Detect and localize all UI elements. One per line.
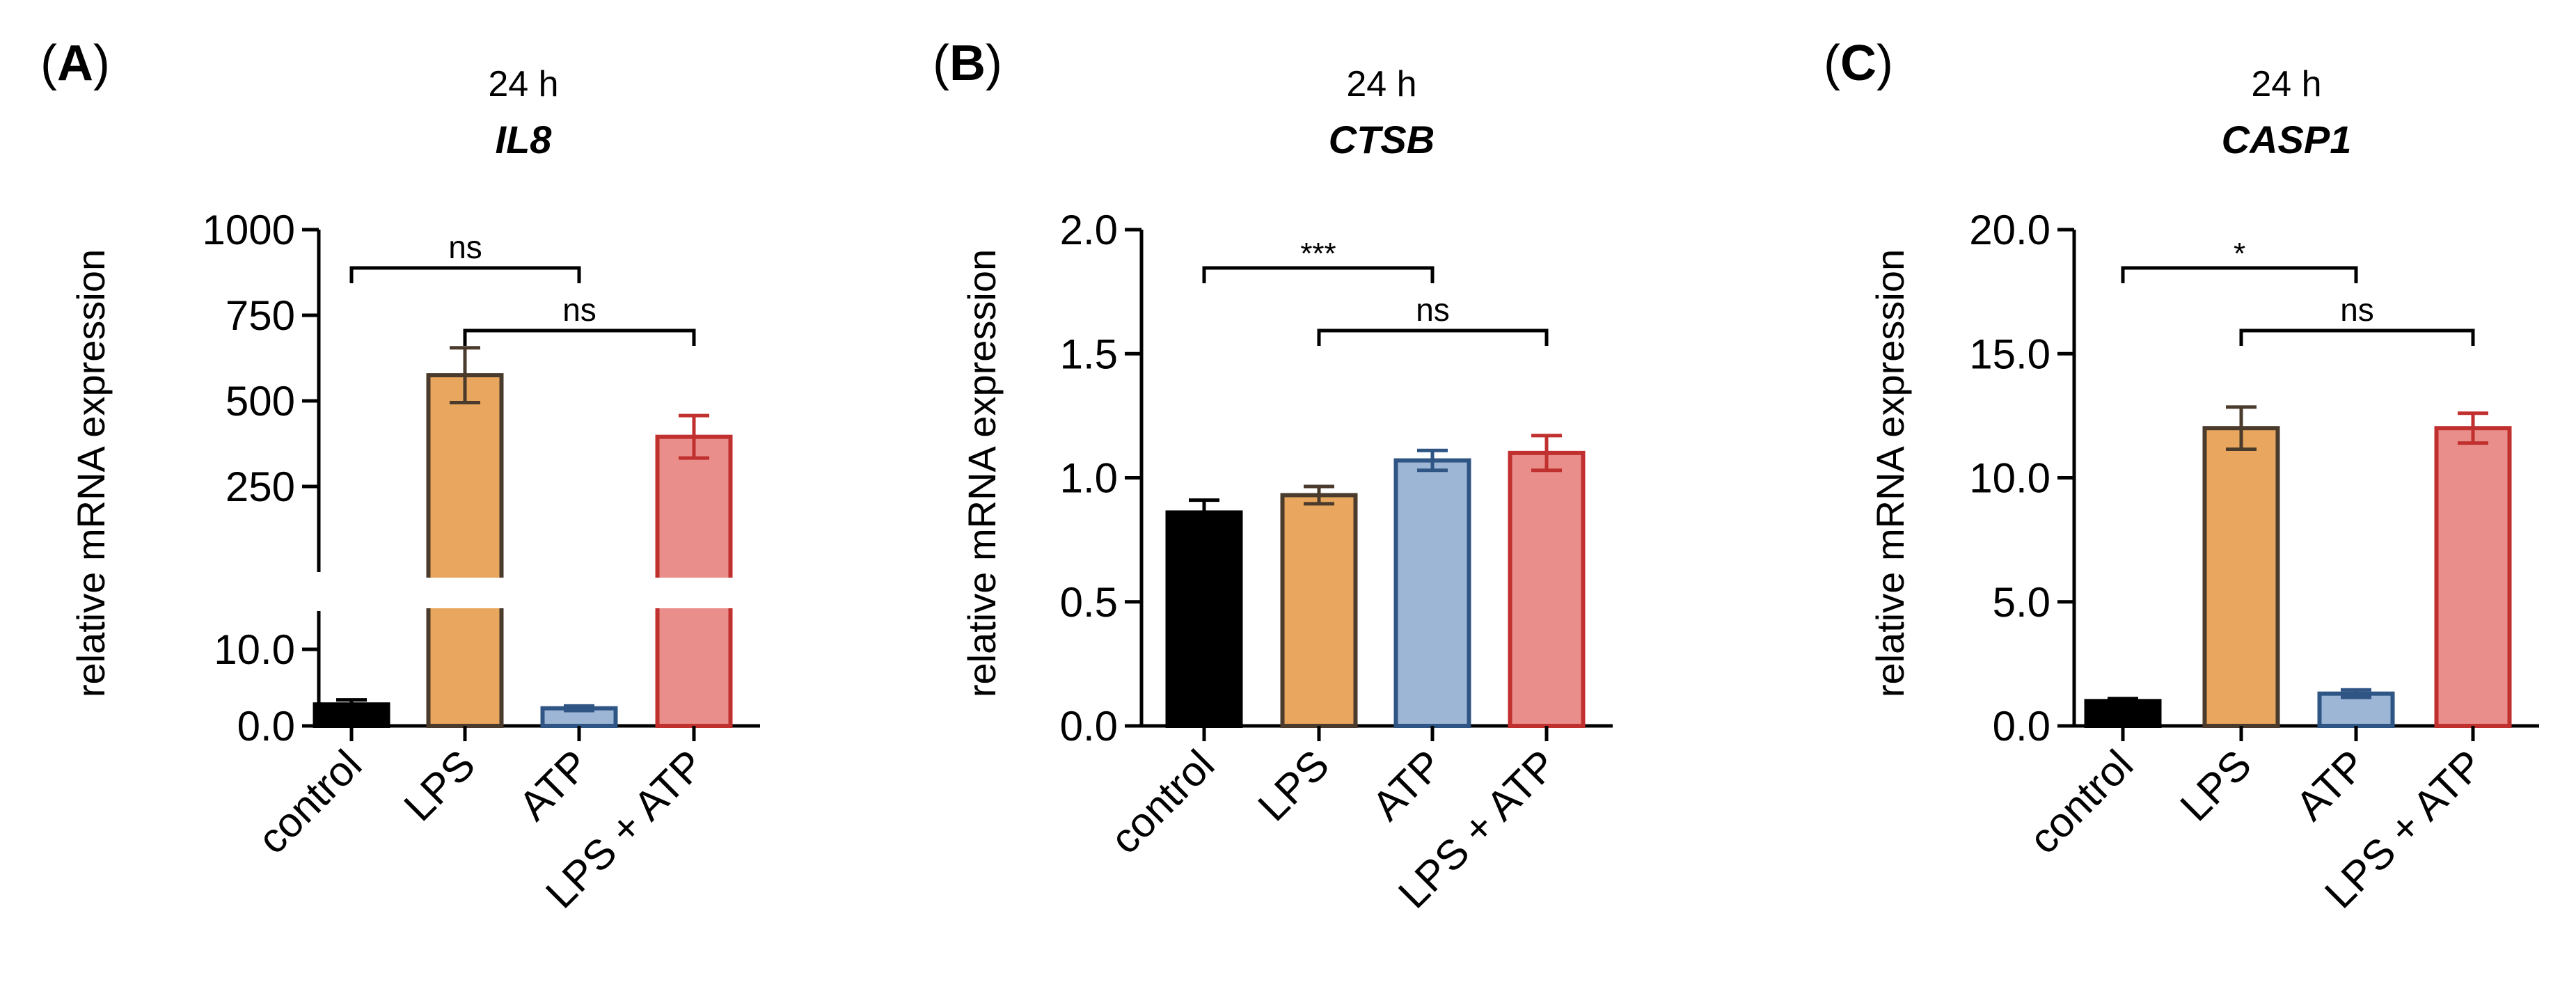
x-tick-label: ATP bbox=[509, 741, 598, 830]
y-tick-label: 1.0 bbox=[1060, 455, 1118, 502]
timepoint-label: 24 h bbox=[1346, 64, 1416, 104]
panel-a: (A) 24 h IL8 relative mRNA expression 0.0 10.… bbox=[40, 35, 774, 917]
panel-letter-open: ( bbox=[40, 35, 57, 91]
panel-letter: (C) bbox=[1824, 35, 1893, 91]
y-tick-label: 1.5 bbox=[1060, 331, 1118, 377]
significance-label: ns bbox=[562, 292, 596, 328]
panel-letter-value: A bbox=[57, 35, 93, 91]
chart-title: CTSB bbox=[1329, 118, 1435, 161]
panel-letter-value: C bbox=[1840, 35, 1876, 91]
panel-letter-close: ) bbox=[1876, 35, 1893, 91]
x-tick-label: control bbox=[248, 741, 370, 863]
significance-bracket bbox=[463, 328, 696, 346]
chart-title: CASP1 bbox=[2222, 118, 2352, 161]
chart-title: IL8 bbox=[496, 118, 553, 161]
bar-lps-atp bbox=[2434, 426, 2512, 728]
y-tick-label: 250 bbox=[226, 464, 295, 510]
bar-lps bbox=[426, 373, 504, 728]
bar-lps bbox=[1280, 493, 1358, 729]
y-axis-label: relative mRNA expression bbox=[69, 249, 113, 697]
panel-letter-open: ( bbox=[1824, 35, 1840, 91]
significance-bracket bbox=[2121, 266, 2358, 283]
bar-lps-atp bbox=[1508, 450, 1586, 728]
significance-label: *** bbox=[1300, 237, 1336, 271]
bar-lps bbox=[2202, 426, 2280, 728]
significance-bracket bbox=[2239, 328, 2475, 346]
significance-label: ns bbox=[2340, 292, 2374, 328]
x-tick-label: LPS bbox=[2172, 741, 2261, 830]
y-axis-label: relative mRNA expression bbox=[1868, 249, 1912, 697]
panel-letter: (B) bbox=[933, 35, 1002, 91]
y-tick-label: 10.0 bbox=[214, 626, 295, 673]
y-tick-label: 0.0 bbox=[1993, 703, 2050, 750]
significance-label: ns bbox=[1416, 292, 1450, 328]
significance-label: ns bbox=[448, 229, 482, 265]
panel-letter-close: ) bbox=[93, 35, 110, 91]
panel-letter-value: B bbox=[949, 35, 986, 91]
y-tick-label: 10.0 bbox=[1969, 455, 2050, 502]
x-tick-label: control bbox=[1101, 741, 1223, 863]
panel-letter: (A) bbox=[40, 35, 110, 91]
bar-control bbox=[1165, 510, 1243, 728]
significance-bracket bbox=[349, 266, 581, 283]
y-tick-label: 0.0 bbox=[1060, 703, 1118, 750]
y-tick-label: 0.5 bbox=[1060, 579, 1118, 626]
timepoint-label: 24 h bbox=[2251, 64, 2321, 104]
y-tick-label: 2.0 bbox=[1060, 207, 1118, 253]
bar-atp bbox=[540, 706, 618, 729]
x-tick-label: ATP bbox=[1363, 741, 1451, 830]
y-tick-label: 20.0 bbox=[1969, 207, 2050, 253]
timepoint-label: 24 h bbox=[488, 64, 558, 104]
x-tick-label: LPS bbox=[1249, 741, 1338, 830]
significance-bracket bbox=[1202, 266, 1435, 283]
y-axis-label: relative mRNA expression bbox=[960, 249, 1004, 697]
panel-letter-close: ) bbox=[986, 35, 1002, 91]
y-tick-label: 500 bbox=[226, 378, 295, 425]
y-tick-label: 5.0 bbox=[1993, 579, 2050, 626]
panel-c: (C) 24 h CASP1 relative mRNA expression 0.0 5… bbox=[1824, 35, 2539, 917]
bar-atp bbox=[2317, 691, 2395, 729]
significance-label: * bbox=[2234, 237, 2245, 271]
y-tick-label: 0.0 bbox=[237, 703, 295, 750]
x-tick-label: LPS bbox=[395, 741, 484, 830]
panel-b: (B) 24 h CTSB relative mRNA expression 0.0 0.… bbox=[933, 35, 1613, 917]
bar-atp bbox=[1393, 458, 1471, 728]
significance-bracket bbox=[1317, 328, 1549, 346]
y-tick-label: 15.0 bbox=[1969, 331, 2050, 377]
x-tick-label: ATP bbox=[2286, 741, 2375, 830]
axis-break-gap bbox=[333, 578, 774, 608]
panel-letter-open: ( bbox=[933, 35, 949, 91]
y-tick-label: 750 bbox=[226, 292, 295, 339]
y-tick-label: 1000 bbox=[203, 207, 295, 253]
x-tick-label: control bbox=[2020, 741, 2142, 863]
